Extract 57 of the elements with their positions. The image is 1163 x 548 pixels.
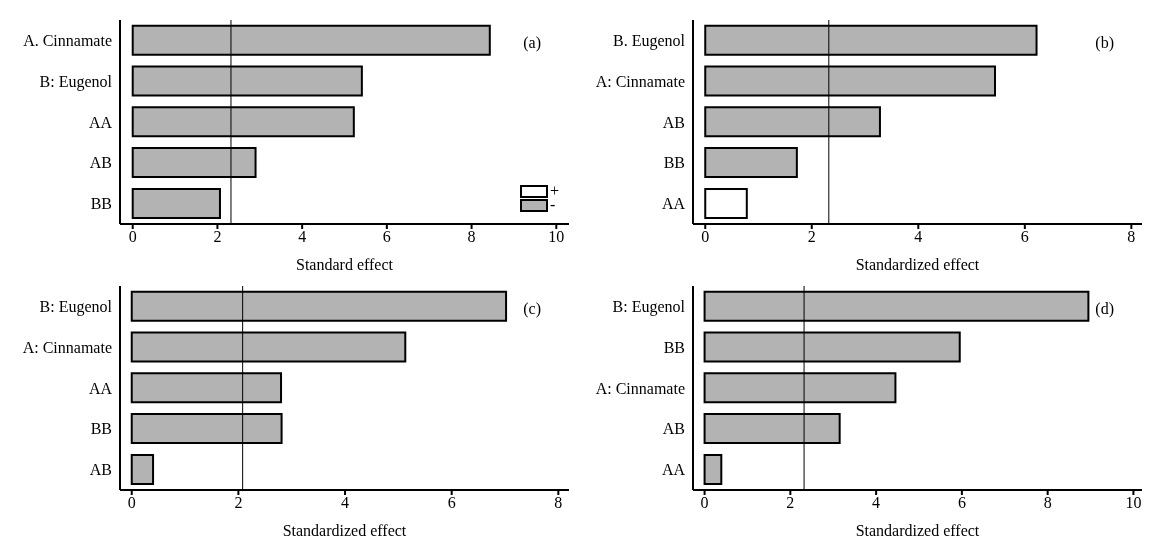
x-tick-label: 4 [914,228,923,246]
y-tick-label: BB [90,420,112,438]
y-tick-label: B: Eugenol [612,298,686,317]
y-tick-label: A. Cinnamate [23,32,112,50]
x-tick-label: 8 [467,228,476,246]
x-tick-label: 6 [957,494,966,512]
y-tick-label: A: Cinnamate [595,72,685,90]
annotation: (c) [523,300,541,318]
x-tick-label: 4 [872,494,881,512]
y-tick-label: AB [89,154,112,172]
x-tick-label: 2 [786,494,795,512]
y-tick-label: A: Cinnamate [595,379,685,397]
x-tick-label: 0 [128,228,137,246]
x-tick-label: 10 [1125,494,1142,512]
x-axis-title: Standardized effect [855,256,980,273]
y-tick-label: AB [662,113,685,131]
x-tick-label: 0 [700,494,709,512]
x-tick-label: 8 [1127,228,1136,246]
bar [131,187,221,219]
y-tick-label: AB [662,420,685,438]
x-tick-label: 6 [1020,228,1029,246]
x-tick-label: 2 [234,494,243,512]
y-tick-label: B: Eugenol [39,72,113,91]
y-tick-label: BB [663,338,685,356]
x-tick-label: 4 [298,228,307,246]
y-tick-label: AA [661,195,686,213]
bar [703,453,723,485]
x-tick-label: 2 [213,228,222,246]
y-tick-label: B: Eugenol [39,298,113,317]
annotation: (d) [1095,300,1114,318]
bar [130,453,155,485]
x-tick-label: 6 [447,494,456,512]
y-tick-label: AA [88,113,113,131]
legend-label: + [549,182,559,199]
y-tick-label: AB [89,461,112,479]
x-tick-label: 10 [548,228,565,246]
legend-label: - [549,196,556,213]
y-tick-label: AA [661,461,686,479]
x-tick-label: 0 [127,494,136,512]
y-tick-label: BB [90,195,112,213]
y-tick-label: B. Eugenol [613,32,686,51]
x-tick-label: 8 [554,494,563,512]
bar [704,147,798,179]
x-axis-title: Standardized effect [282,522,407,539]
bar [704,187,748,219]
x-tick-label: 8 [1043,494,1052,512]
y-tick-label: A: Cinnamate [22,338,112,356]
y-tick-label: AA [88,379,113,397]
x-tick-label: 4 [341,494,350,512]
annotation: (a) [523,34,541,52]
annotation: (b) [1095,34,1114,52]
x-axis-title: Standardized effect [855,522,980,539]
x-tick-label: 0 [701,228,710,246]
x-axis-title: Standard effect [296,256,394,273]
y-tick-label: BB [663,154,685,172]
x-tick-label: 2 [807,228,816,246]
x-tick-label: 6 [382,228,391,246]
